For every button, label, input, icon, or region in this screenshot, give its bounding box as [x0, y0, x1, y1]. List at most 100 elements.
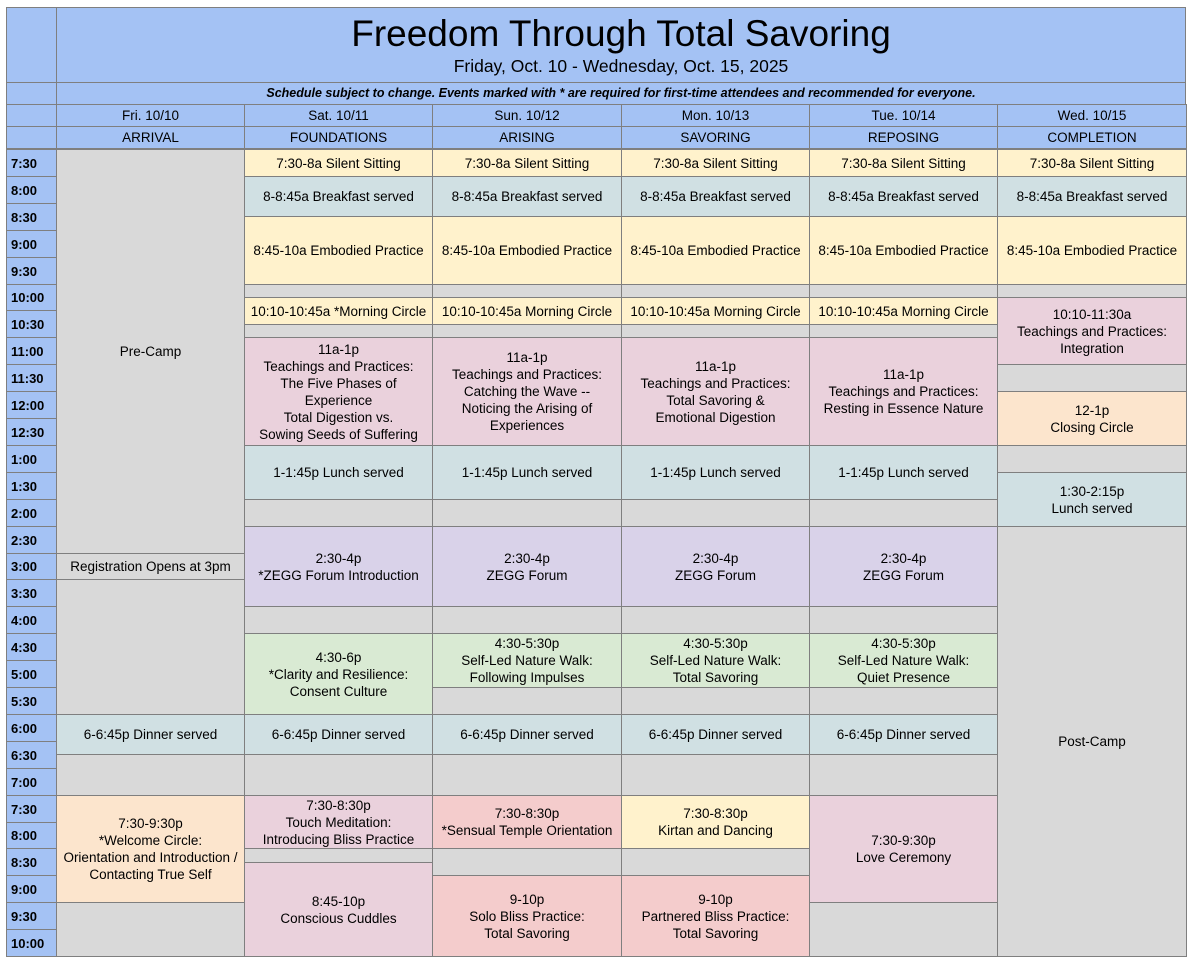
- time-label: 1:30: [6, 472, 57, 500]
- event-line: 2:30-4p: [880, 550, 927, 566]
- event-block: 9-10p Solo Bliss Practice: Total Savoring: [432, 875, 622, 957]
- event-line: Love Ceremony: [855, 850, 952, 865]
- time-label: 5:30: [6, 687, 57, 715]
- event-line: 1-1:45p Lunch served: [461, 465, 593, 480]
- event-line: 6-6:45p Dinner served: [460, 727, 594, 742]
- day-date-header: Tue. 10/14: [809, 104, 998, 127]
- day-date-header: Wed. 10/15: [997, 104, 1187, 127]
- day-theme-header: SAVORING: [621, 126, 810, 149]
- event-block: 1-1:45p Lunch served: [244, 445, 433, 500]
- empty-slot: [809, 284, 998, 298]
- event-block: 8:45-10p Conscious Cuddles: [244, 862, 433, 957]
- event-line: 8:45-10a Embodied Practice: [253, 243, 424, 258]
- time-label: 9:00: [6, 230, 57, 258]
- event-line: 8:45-10a Embodied Practice: [818, 243, 989, 258]
- event-line: Self-Led Nature Walk:: [837, 653, 970, 668]
- empty-slot: [244, 499, 433, 527]
- empty-slot: [621, 848, 810, 876]
- event-line: ZEGG Forum: [486, 567, 568, 583]
- day-date-header: Fri. 10/10: [56, 104, 245, 127]
- event-line: Total Savoring: [672, 925, 759, 941]
- event-line: 11a-1p: [506, 350, 548, 365]
- time-label: 7:00: [6, 768, 57, 796]
- event-line: 1-1:45p Lunch served: [838, 465, 969, 480]
- event-line: 7:30-8a Silent Sitting: [1029, 155, 1155, 171]
- event-block: 1-1:45p Lunch served: [432, 445, 622, 500]
- time-label: 1:00: [6, 445, 57, 473]
- event-line: *ZEGG Forum Introduction: [258, 567, 419, 583]
- event-line: 2:30-4p: [692, 550, 739, 566]
- event-line: 10:10-11:30a: [1052, 306, 1132, 322]
- event-block: 8-8:45a Breakfast served: [997, 176, 1187, 217]
- time-label: 8:00: [6, 176, 57, 204]
- event-block: 8:45-10a Embodied Practice: [809, 216, 998, 285]
- event-block: 2:30-4p ZEGG Forum: [809, 526, 998, 607]
- event-block: 7:30-8a Silent Sitting: [244, 149, 433, 177]
- event-line: 2:30-4p: [504, 550, 550, 566]
- event-line: 7:30-9:30p: [871, 833, 936, 848]
- empty-slot: [244, 754, 433, 796]
- event-block: 6-6:45p Dinner served: [56, 714, 245, 755]
- event-line: Experiences: [489, 418, 565, 433]
- event-line: Orientation and Introduction /: [63, 850, 238, 865]
- event-block: 6-6:45p Dinner served: [244, 714, 433, 755]
- event-block: 4:30-5:30p Self-Led Nature Walk: Quiet Pre…: [809, 633, 998, 688]
- event-block: 7:30-8:30p Kirtan and Dancing: [621, 795, 810, 849]
- day-theme-header: COMPLETION: [997, 126, 1187, 149]
- event-line: 6-6:45p Dinner served: [648, 727, 783, 742]
- event-line: ZEGG Forum: [862, 567, 944, 583]
- event-block: 10:10-10:45a Morning Circle: [432, 297, 622, 325]
- event-line: Touch Meditation:: [285, 814, 392, 830]
- empty-slot: [244, 284, 433, 298]
- empty-slot: [809, 606, 998, 634]
- event-block: 10:10-10:45a Morning Circle: [621, 297, 810, 325]
- time-label: 5:00: [6, 660, 57, 688]
- empty-slot: [997, 284, 1187, 298]
- event-line: Self-Led Nature Walk:: [649, 653, 782, 668]
- event-line: 4:30-6p: [315, 649, 362, 665]
- event-block: Post-Camp: [997, 526, 1187, 957]
- time-label: 7:30: [6, 795, 57, 823]
- event-block: 1-1:45p Lunch served: [809, 445, 998, 500]
- empty-slot: [56, 754, 245, 796]
- event-block: 4:30-6p *Clarity and Resilience: Consent C…: [244, 633, 433, 715]
- event-block: 12-1p Closing Circle: [997, 391, 1187, 446]
- empty-slot: [432, 687, 622, 715]
- event-block: 8-8:45a Breakfast served: [432, 176, 622, 217]
- time-label: 3:30: [6, 579, 57, 607]
- time-label: 8:00: [6, 822, 57, 849]
- event-line: 7:30-8:30p: [306, 797, 371, 813]
- time-label: 6:30: [6, 741, 57, 769]
- time-label: 11:00: [6, 337, 57, 365]
- empty-slot: [621, 606, 810, 634]
- schedule-grid: Freedom Through Total Savoring Friday, O…: [6, 7, 1187, 959]
- event-line: Teachings and Practices:: [263, 358, 414, 374]
- event-line: Registration Opens at 3pm: [70, 559, 231, 574]
- event-line: Catching the Wave --: [463, 384, 591, 399]
- empty-slot: [432, 754, 622, 796]
- event-line: Conscious Cuddles: [280, 910, 397, 926]
- event-block: 7:30-8a Silent Sitting: [432, 149, 622, 177]
- event-line: *Clarity and Resilience:: [268, 666, 409, 682]
- event-block: 8:45-10a Embodied Practice: [244, 216, 433, 285]
- event-line: 6-6:45p Dinner served: [836, 727, 971, 742]
- event-line: 8-8:45a Breakfast served: [640, 189, 791, 204]
- event-line: Noticing the Arising of: [461, 401, 593, 416]
- time-label: 2:30: [6, 526, 57, 554]
- event-line: Total Digestion vs.: [283, 409, 394, 425]
- event-block: 7:30-8a Silent Sitting: [809, 149, 998, 177]
- header-corner: [6, 104, 57, 127]
- day-theme-header: ARRIVAL: [56, 126, 245, 149]
- event-block: 8:45-10a Embodied Practice: [432, 216, 622, 285]
- event-line: Teachings and Practices:: [451, 367, 603, 382]
- event-line: Teachings and Practices:: [640, 375, 791, 391]
- event-line: Total Savoring: [484, 925, 570, 941]
- empty-slot: [997, 364, 1187, 392]
- event-block: 7:30-8:30p *Sensual Temple Orientation: [432, 795, 622, 849]
- day-date-header: Mon. 10/13: [621, 104, 810, 127]
- page-title: Freedom Through Total Savoring: [351, 13, 891, 54]
- event-line: 11a-1p: [694, 358, 737, 374]
- empty-slot: [56, 902, 245, 957]
- event-block: 7:30-9:30p Love Ceremony: [809, 795, 998, 903]
- event-block: 2:30-4p ZEGG Forum: [621, 526, 810, 607]
